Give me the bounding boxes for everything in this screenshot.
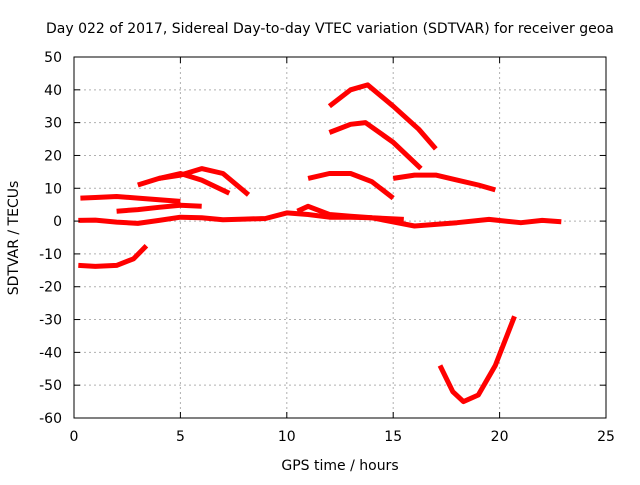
y-tick-label: -30 xyxy=(39,313,62,329)
tick-layer: 0 5 10 15 20 25 -60 -50 -40 -30 -20 -10 0 10 20 30 40 50 xyxy=(39,50,615,445)
y-tick-label: 0 xyxy=(53,214,62,230)
y-tick-label: -50 xyxy=(39,378,62,394)
x-tick-label: 25 xyxy=(597,429,615,445)
y-tick-label: 10 xyxy=(44,181,62,197)
series-line-arc-8 xyxy=(307,171,395,201)
plot-frame xyxy=(73,56,607,419)
chart-title: Day 022 of 2017, Sidereal Day-to-day VTE… xyxy=(46,21,614,37)
y-tick-label: 50 xyxy=(44,50,62,66)
series-line-arc-7 xyxy=(296,203,404,222)
y-tick-label: -10 xyxy=(39,247,62,263)
x-tick-label: 0 xyxy=(70,429,79,445)
y-tick-label: -40 xyxy=(39,345,62,361)
series-line-arc-9 xyxy=(327,82,438,151)
x-tick-label: 10 xyxy=(278,429,296,445)
x-tick-label: 5 xyxy=(176,429,185,445)
series-line-arc-12 xyxy=(437,315,517,405)
series-line-arc-1 xyxy=(78,210,562,229)
series-line-arc-6 xyxy=(158,171,231,196)
y-axis-label: SDTVAR / TECUs xyxy=(6,181,22,296)
series-line-arc-2 xyxy=(80,194,181,204)
series-line-arc-10 xyxy=(328,120,423,171)
y-tick-label: 30 xyxy=(44,116,62,132)
y-tick-label: -60 xyxy=(39,411,62,427)
x-axis-label: GPS time / hours xyxy=(281,458,398,474)
y-tick-label: 20 xyxy=(44,148,62,164)
x-tick-label: 20 xyxy=(491,429,509,445)
grid-layer xyxy=(74,57,606,418)
series-line-arc-3 xyxy=(78,243,149,269)
series-line-arc-5 xyxy=(137,166,251,197)
series-line-arc-11 xyxy=(392,172,496,193)
series-layer xyxy=(78,82,562,405)
x-tick-label: 15 xyxy=(384,429,402,445)
y-tick-label: 40 xyxy=(44,83,62,99)
y-tick-label: -20 xyxy=(39,280,62,296)
series-line-arc-4 xyxy=(116,202,202,214)
